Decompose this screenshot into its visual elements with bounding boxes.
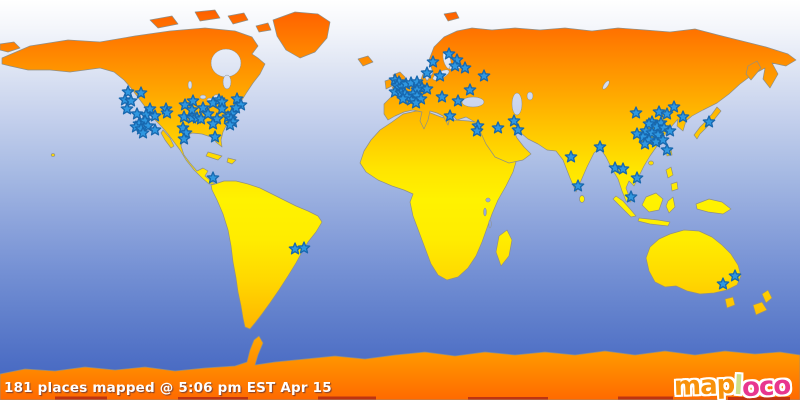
antarctica-edge-rocks xyxy=(55,396,790,400)
continent-greenland xyxy=(272,11,331,59)
status-bar: 181 places mapped @ 5:06 pm EST Apr 15 xyxy=(4,380,332,396)
island-mindanao xyxy=(670,181,679,192)
logo-text-oco: oco xyxy=(741,370,791,400)
arctic-island-2 xyxy=(194,9,221,22)
island-nz-north xyxy=(761,289,773,304)
caspian-sea xyxy=(511,92,523,116)
great-lake-1 xyxy=(199,94,207,100)
island-cuba xyxy=(205,151,223,161)
island-hawaii xyxy=(50,153,56,157)
arctic-island-4 xyxy=(255,22,272,33)
aral-sea xyxy=(526,91,534,101)
island-ireland xyxy=(384,78,393,90)
lake-tanganyika xyxy=(483,207,487,217)
island-svalbard xyxy=(443,11,460,22)
continent-australia xyxy=(645,229,742,295)
lake-winnipeg xyxy=(187,80,193,90)
island-sumatra xyxy=(612,195,637,218)
island-sulawesi xyxy=(665,196,676,214)
black-sea xyxy=(461,96,485,108)
arctic-island-1 xyxy=(149,15,179,29)
baja-peninsula xyxy=(160,129,175,149)
lake-malawi xyxy=(488,219,492,229)
island-hainan xyxy=(648,160,654,166)
chukotka-wrap xyxy=(0,41,21,53)
logo-text-map: map xyxy=(673,369,735,400)
island-borneo xyxy=(641,192,664,213)
island-iceland xyxy=(357,55,374,67)
continent-north-america xyxy=(1,27,266,185)
maploco-logo[interactable]: maploco xyxy=(673,369,791,400)
continent-africa xyxy=(359,110,517,281)
island-luzon xyxy=(665,166,674,179)
island-new-guinea xyxy=(695,198,732,215)
island-tasmania xyxy=(724,296,736,309)
island-sakhalin xyxy=(745,60,762,81)
continent-south-america xyxy=(210,180,323,330)
island-sri-lanka xyxy=(579,195,585,203)
island-nz-south xyxy=(752,301,768,316)
continent-antarctica xyxy=(0,335,800,400)
lake-victoria xyxy=(485,197,491,203)
continents xyxy=(0,9,800,400)
lake-baikal xyxy=(602,80,610,90)
hudson-bay xyxy=(210,48,242,78)
island-java xyxy=(637,217,671,227)
island-madagascar xyxy=(495,229,513,267)
arctic-island-3 xyxy=(227,12,249,25)
island-hispaniola xyxy=(226,157,237,165)
james-bay xyxy=(222,74,232,90)
